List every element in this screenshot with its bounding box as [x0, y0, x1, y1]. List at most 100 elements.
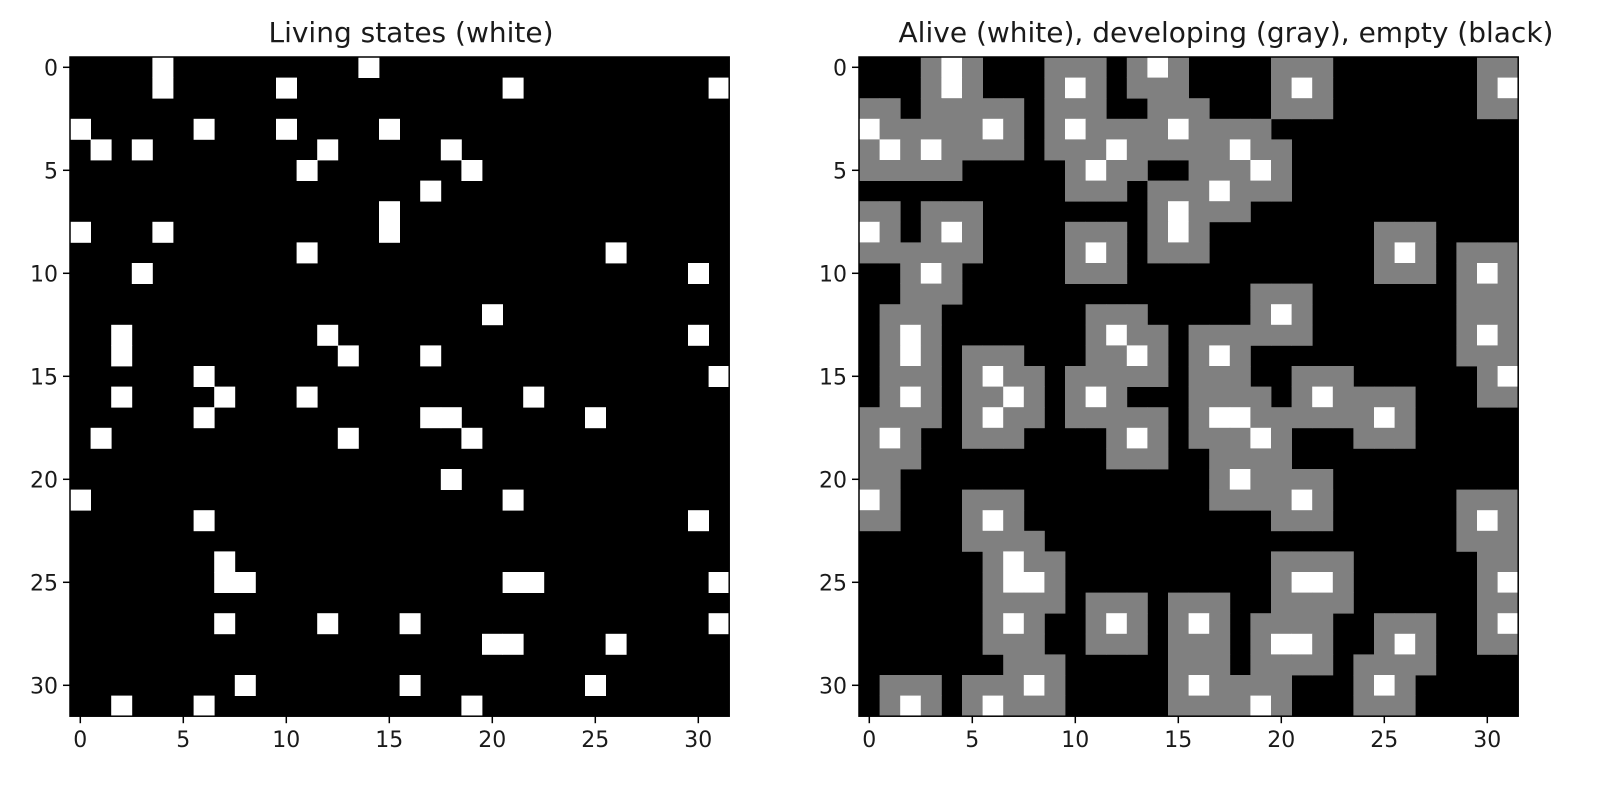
developing-cell [1353, 675, 1375, 696]
developing-cell [982, 592, 1004, 614]
developing-cell [1250, 613, 1272, 635]
developing-cell [1477, 98, 1498, 120]
developing-cell [1003, 98, 1025, 120]
developing-cell [1003, 510, 1025, 532]
developing-cell [941, 118, 963, 140]
developing-cell [1209, 324, 1231, 346]
developing-cell [1044, 139, 1066, 161]
developing-cell [1106, 242, 1128, 264]
developing-cell [1374, 221, 1395, 243]
developing-cell [1044, 77, 1066, 99]
developing-cell [941, 283, 963, 305]
developing-cell [1126, 324, 1148, 346]
developing-cell [1477, 633, 1498, 655]
developing-cell [1456, 530, 1478, 552]
developing-cell [1250, 633, 1272, 655]
developing-cell [1126, 613, 1148, 635]
developing-cell [1229, 201, 1251, 223]
developing-cell [941, 242, 963, 264]
developing-cell [1023, 551, 1045, 573]
developing-cell [1312, 613, 1334, 635]
panel-developing-states: Alive (white), developing (gray), empty … [819, 16, 1553, 753]
developing-cell [1250, 180, 1272, 202]
alive-cell [379, 118, 400, 140]
developing-cell [982, 551, 1004, 573]
alive-cell [131, 139, 153, 161]
developing-cell [1188, 407, 1210, 429]
developing-cell [1003, 675, 1025, 696]
developing-cell [982, 675, 1004, 696]
developing-cell [1456, 283, 1478, 305]
developing-cell [1394, 613, 1416, 635]
developing-cell [1209, 592, 1231, 614]
developing-cell [1353, 386, 1375, 408]
developing-cell [1271, 448, 1292, 470]
developing-cell [1188, 201, 1210, 223]
developing-cell [1126, 407, 1148, 429]
alive-cell [90, 139, 112, 161]
developing-cell [1044, 551, 1066, 573]
developing-cell [941, 98, 963, 120]
developing-cell [982, 139, 1004, 161]
developing-cell [941, 263, 963, 284]
developing-cell [1415, 221, 1437, 243]
y-tick-label: 5 [44, 159, 58, 184]
developing-cell [1477, 386, 1498, 408]
alive-cell [1271, 633, 1292, 655]
developing-cell [1085, 118, 1107, 140]
developing-cell [1065, 386, 1086, 408]
developing-cell [941, 139, 963, 161]
developing-cell [1126, 592, 1148, 614]
developing-cell [1332, 366, 1354, 387]
developing-cell [1229, 118, 1251, 140]
developing-cell [1374, 654, 1395, 676]
developing-cell [1291, 592, 1313, 614]
alive-cell [1291, 77, 1313, 99]
axis-ticks-living-states: 0 5 10 15 20 25 30 0 5 10 15 20 25 30 [30, 56, 712, 753]
alive-cell [1374, 407, 1395, 429]
alive-cell [111, 695, 133, 717]
developing-cell [1044, 118, 1066, 140]
developing-cell [1229, 160, 1251, 181]
developing-cell [1271, 180, 1292, 202]
developing-cell [1003, 695, 1025, 717]
alive-cell [585, 675, 606, 696]
alive-cell [1394, 633, 1416, 655]
alive-cell [214, 572, 236, 593]
developing-cell [1497, 345, 1519, 367]
developing-cell [1065, 407, 1086, 429]
developing-cell [879, 304, 901, 326]
alive-cell [502, 489, 524, 511]
developing-cell [1147, 180, 1169, 202]
developing-cell [1003, 139, 1025, 161]
developing-cell [1497, 263, 1519, 284]
developing-cell [1126, 118, 1148, 140]
developing-cell [1312, 77, 1334, 99]
alive-cell [461, 695, 483, 717]
developing-cell [879, 221, 901, 243]
developing-cell [1312, 407, 1334, 429]
alive-cell [502, 572, 524, 593]
alive-cell [111, 345, 133, 367]
alive-cell [276, 77, 297, 99]
developing-cell [1497, 489, 1519, 511]
developing-cell [1085, 139, 1107, 161]
alive-cell [461, 160, 483, 181]
developing-cell [1209, 118, 1231, 140]
developing-cell [1477, 304, 1498, 326]
alive-cell [1229, 139, 1251, 161]
developing-cell [1229, 345, 1251, 367]
developing-cell [1168, 57, 1189, 78]
developing-cell [1065, 160, 1086, 181]
developing-cell [1209, 675, 1231, 696]
developing-cell [962, 366, 983, 387]
developing-cell [1477, 613, 1498, 635]
developing-cell [1271, 407, 1292, 429]
developing-cell [1209, 139, 1231, 161]
developing-cell [1291, 57, 1313, 78]
developing-cell [879, 386, 901, 408]
alive-cell [1477, 510, 1498, 532]
developing-cell [1065, 180, 1086, 202]
developing-cell [920, 304, 942, 326]
developing-cell [1374, 242, 1395, 264]
